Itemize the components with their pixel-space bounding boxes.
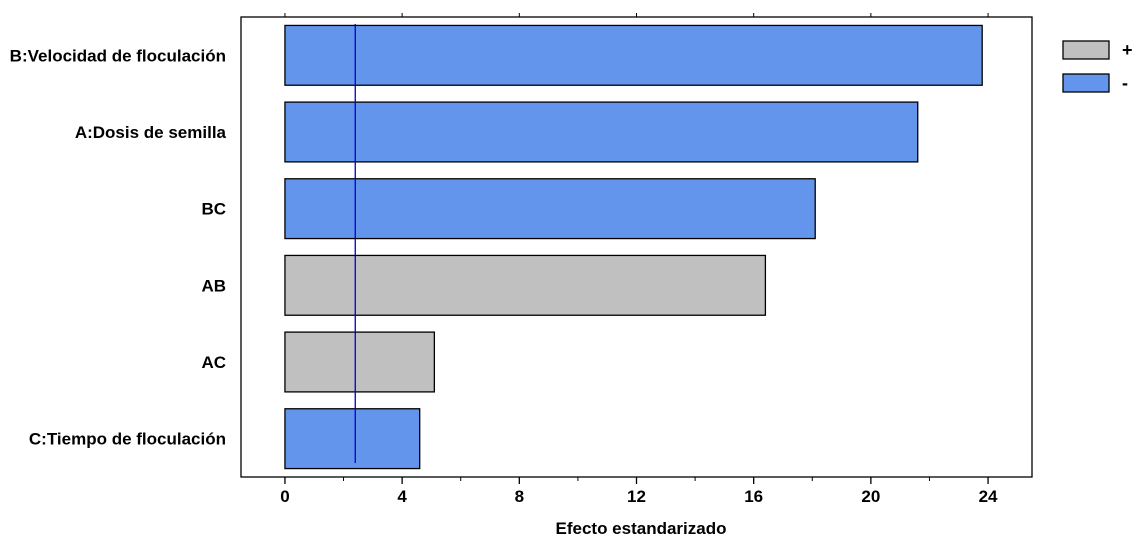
- category-label-1: A:Dosis de semilla: [75, 123, 227, 142]
- x-tick-label-4: 16: [744, 487, 763, 506]
- x-tick-label-2: 8: [515, 487, 524, 506]
- legend-swatch-1: [1062, 73, 1110, 93]
- x-tick-label-5: 20: [861, 487, 880, 506]
- legend-label-1: -: [1122, 73, 1128, 93]
- category-label-5: C:Tiempo de floculación: [29, 430, 226, 449]
- category-labels: B:Velocidad de floculación A:Dosis de sem…: [10, 46, 227, 448]
- legend-swatch-0: [1062, 40, 1110, 60]
- x-axis-title: Efecto estandarizado: [556, 519, 727, 538]
- bar-0: [284, 24, 983, 86]
- category-label-4: AC: [201, 353, 226, 372]
- bar-5: [284, 408, 421, 470]
- category-label-0: B:Velocidad de floculación: [10, 46, 226, 65]
- bar-3: [284, 254, 767, 316]
- category-label-2: BC: [201, 200, 226, 219]
- bars-layer: [284, 24, 983, 470]
- x-tick-label-1: 4: [397, 487, 407, 506]
- plot-area-frame: [240, 16, 1033, 478]
- bar-4: [284, 331, 436, 393]
- bar-1: [284, 101, 919, 163]
- x-tick-label-6: 24: [979, 487, 998, 506]
- legend: +-: [1062, 40, 1133, 93]
- legend-label-0: +: [1122, 40, 1133, 60]
- x-axis-ticks: 0 4 8 12 16 20 24: [280, 13, 998, 506]
- bar-2: [284, 178, 816, 240]
- x-tick-label-3: 12: [627, 487, 646, 506]
- x-tick-label-0: 0: [280, 487, 289, 506]
- category-label-3: AB: [201, 276, 226, 295]
